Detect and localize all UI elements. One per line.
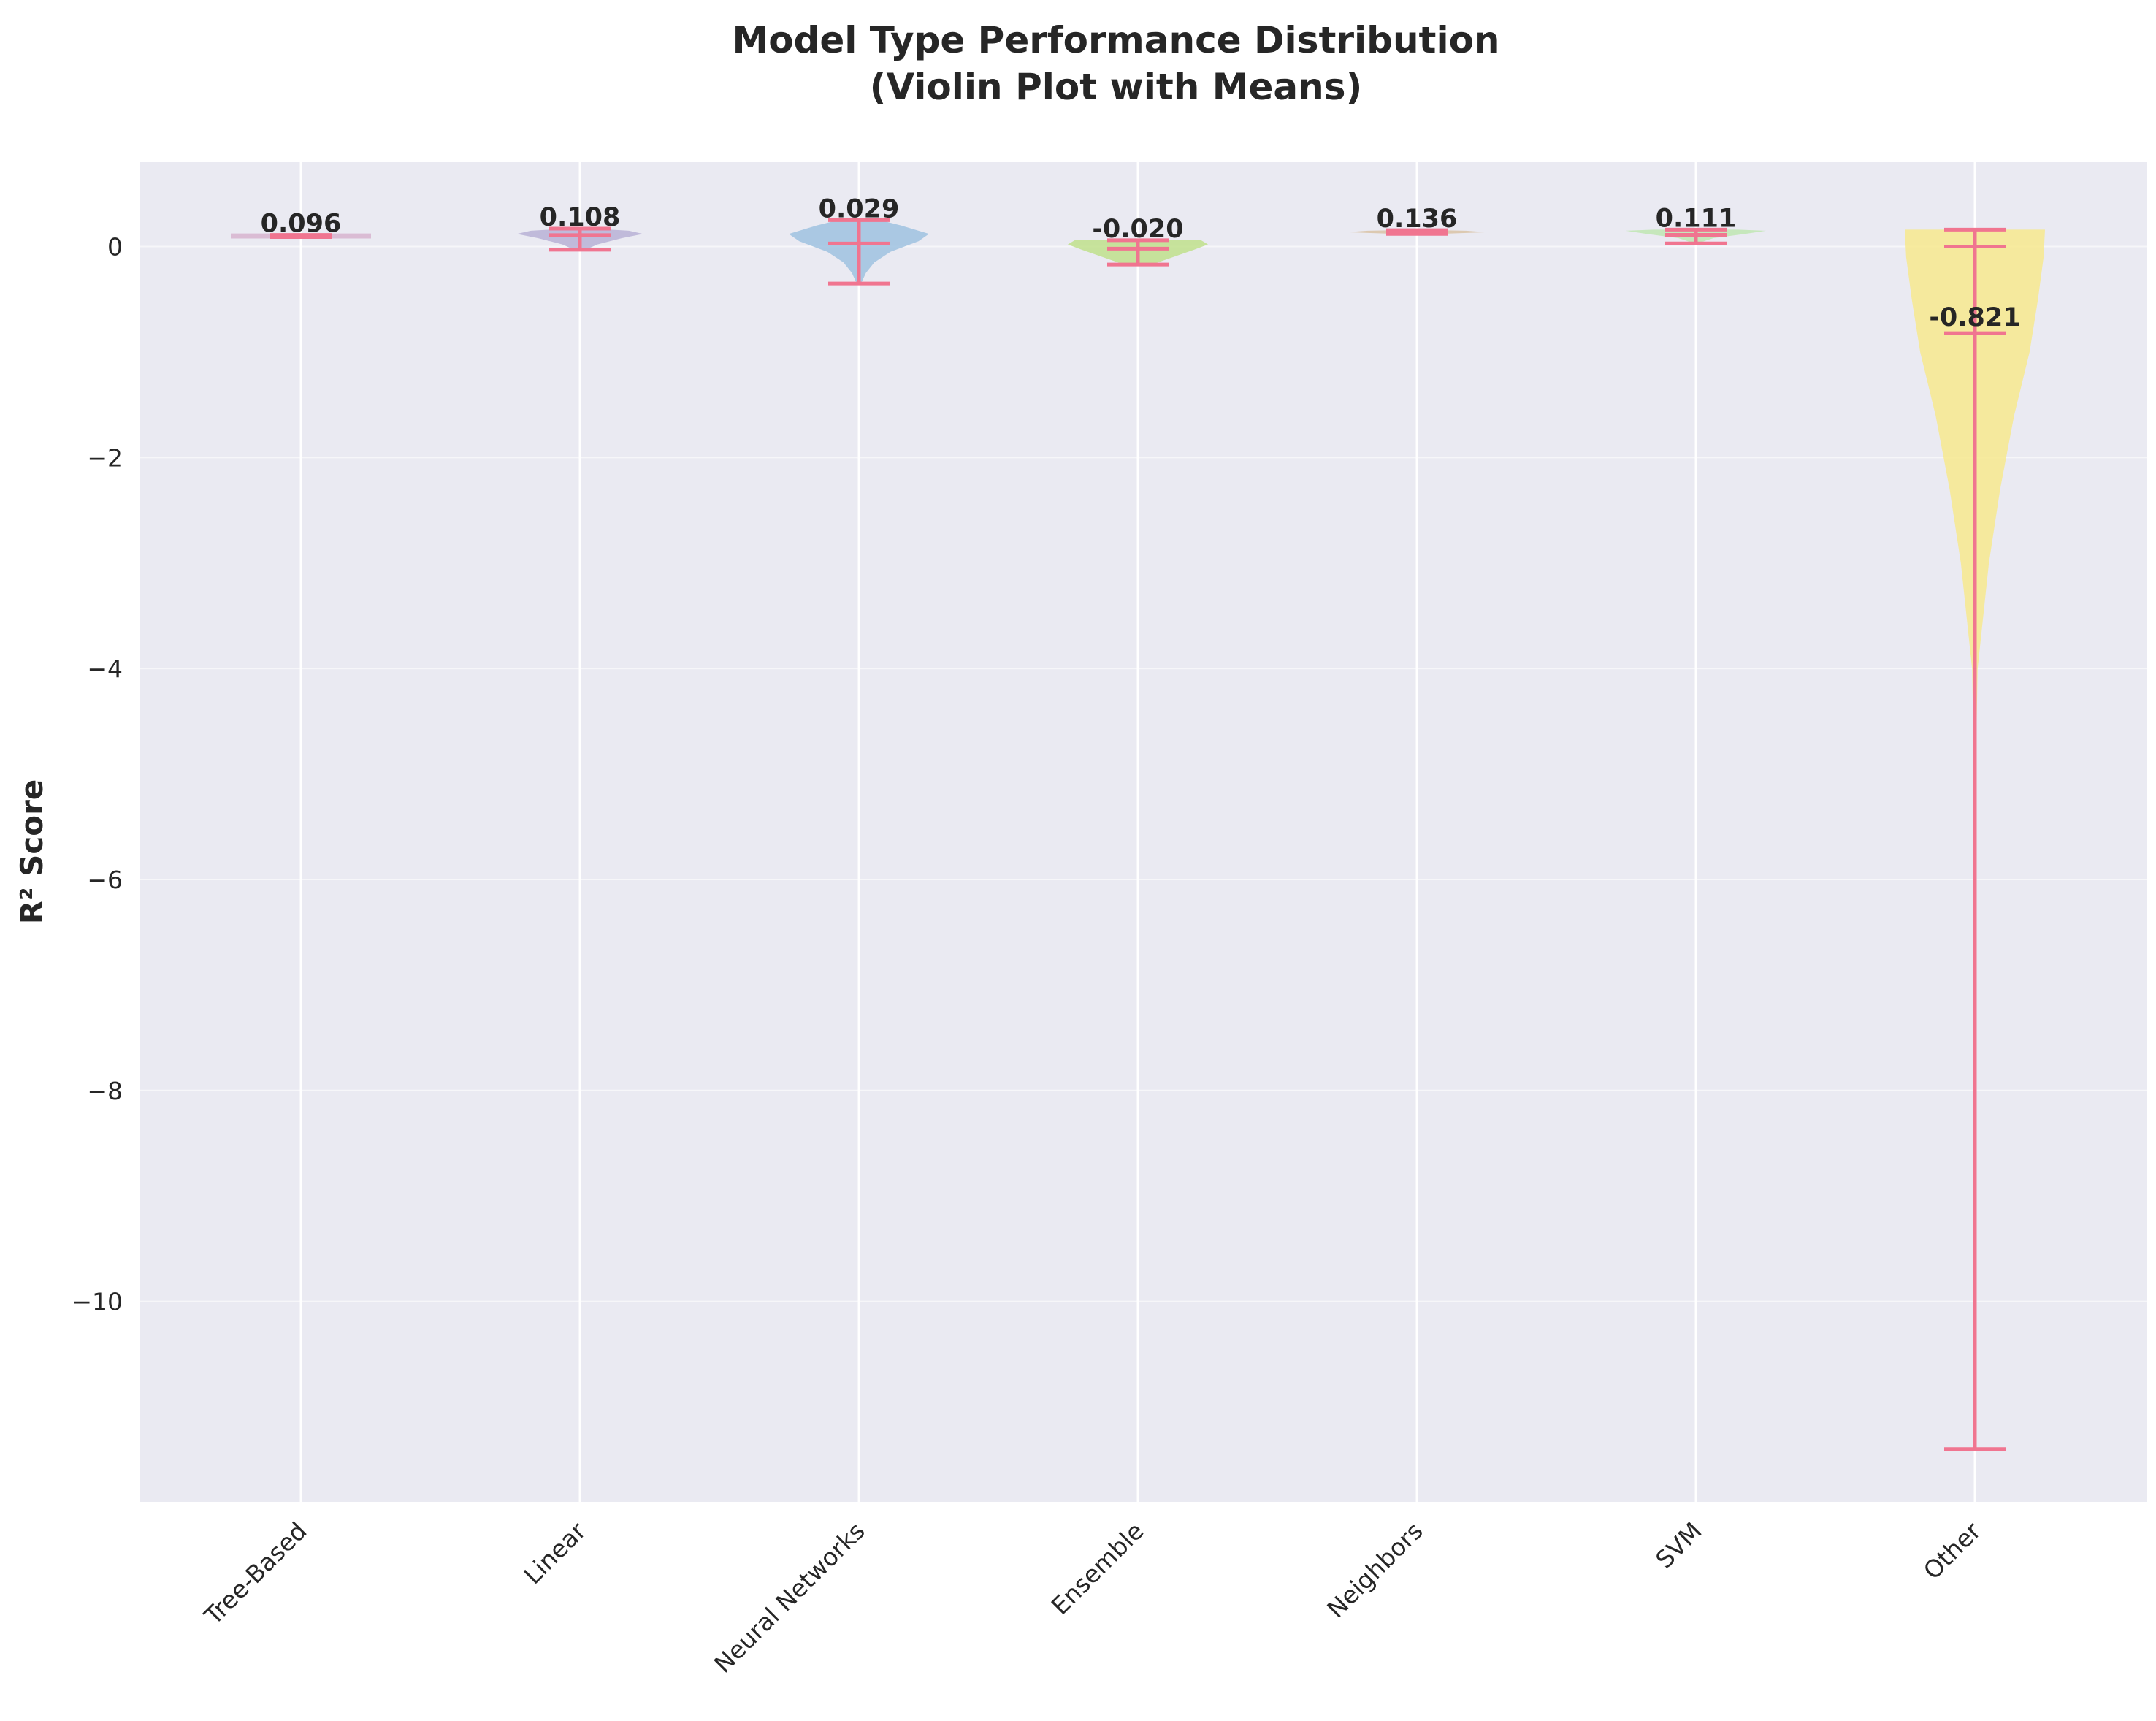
chart-title: Model Type Performance Distribution: [732, 19, 1499, 61]
mean-value-label: 0.096: [261, 210, 342, 239]
y-tick-label: −8: [87, 1077, 123, 1105]
y-tick-label: −4: [87, 655, 123, 683]
mean-value-label: 0.136: [1377, 205, 1458, 234]
mean-value-label: 0.029: [819, 194, 900, 224]
chart-subtitle: (Violin Plot with Means): [870, 66, 1363, 108]
y-tick-label: −10: [72, 1288, 123, 1316]
y-tick-label: 0: [107, 233, 123, 262]
plot-area: [140, 162, 2147, 1502]
y-tick-label: −2: [87, 443, 123, 472]
mean-value-label: -0.821: [1929, 303, 2020, 332]
y-tick-label: −6: [87, 866, 123, 894]
mean-value-label: -0.020: [1092, 215, 1183, 244]
mean-value-label: 0.108: [540, 203, 621, 232]
y-axis-label: R² Score: [14, 779, 50, 925]
mean-value-label: 0.111: [1656, 204, 1737, 233]
